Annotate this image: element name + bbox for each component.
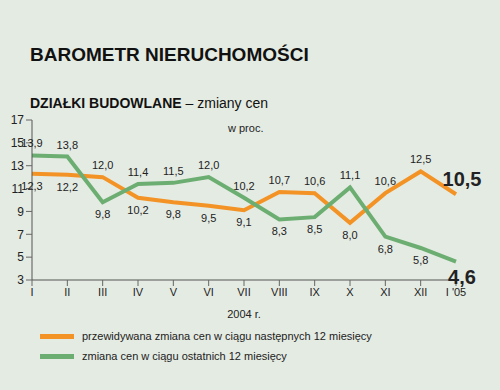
svg-text:7: 7 — [17, 228, 24, 242]
svg-text:8,0: 8,0 — [342, 229, 357, 241]
svg-text:4,6: 4,6 — [448, 266, 476, 288]
svg-text:3: 3 — [17, 273, 24, 287]
svg-text:VII: VII — [237, 286, 250, 298]
svg-text:9,8: 9,8 — [166, 208, 181, 220]
svg-text:I: I — [30, 286, 33, 298]
svg-text:9,5: 9,5 — [201, 212, 216, 224]
svg-text:13,9: 13,9 — [21, 137, 42, 149]
svg-text:9,1: 9,1 — [236, 216, 251, 228]
svg-text:VI: VI — [203, 286, 213, 298]
svg-text:12,0: 12,0 — [92, 159, 113, 171]
svg-text:I '05: I '05 — [445, 285, 467, 298]
svg-text:8,3: 8,3 — [272, 225, 287, 237]
svg-text:12,5: 12,5 — [410, 153, 431, 165]
svg-text:XII: XII — [414, 286, 427, 298]
svg-text:15: 15 — [10, 136, 24, 151]
svg-text:10,2: 10,2 — [127, 204, 148, 216]
svg-text:12,3: 12,3 — [21, 180, 42, 192]
svg-text:10,2: 10,2 — [233, 180, 254, 192]
svg-text:II: II — [64, 286, 70, 298]
svg-text:VIII: VIII — [271, 286, 288, 298]
html-text:DZIAŁKI BUDOWLANE – zmiany cen: DZIAŁKI BUDOWLANE – zmiany cen — [30, 95, 268, 111]
svg-text:10,7: 10,7 — [269, 174, 290, 186]
svg-text:10,6: 10,6 — [304, 175, 325, 187]
svg-text:8,5: 8,5 — [307, 223, 322, 235]
svg-text:IX: IX — [309, 286, 320, 298]
svg-text:III: III — [98, 286, 107, 298]
svg-text:9: 9 — [17, 205, 24, 219]
html-text:zmiana cen w ciągu ostatnich 1: zmiana cen w ciągu ostatnich 12 miesięcy — [82, 350, 287, 362]
html-text:BAROMETR NIERUCHOMOŚCI: BAROMETR NIERUCHOMOŚCI — [30, 44, 309, 65]
svg-text:12,0: 12,0 — [198, 159, 219, 171]
svg-text:11: 11 — [11, 181, 24, 196]
svg-text:6,8: 6,8 — [378, 243, 393, 255]
html-text:przewidywana zmiana cen w ciąg: przewidywana zmiana cen w ciągu następny… — [82, 330, 372, 342]
svg-text:2004 r.: 2004 r. — [227, 308, 261, 320]
svg-text:17: 17 — [11, 113, 25, 127]
svg-text:11,5: 11,5 — [163, 165, 184, 177]
svg-text:IV: IV — [133, 286, 144, 298]
svg-text:V: V — [170, 286, 178, 298]
svg-text:5,8: 5,8 — [413, 254, 428, 266]
svg-text:9,8: 9,8 — [95, 208, 110, 220]
svg-text:11,4: 11,4 — [128, 166, 149, 178]
svg-text:11,1: 11,1 — [340, 169, 361, 181]
svg-text:10,5: 10,5 — [443, 168, 482, 190]
svg-text:13: 13 — [11, 159, 25, 173]
svg-text:XI: XI — [380, 286, 390, 298]
svg-text:5: 5 — [17, 250, 24, 264]
html-text:w proc.: w proc. — [228, 122, 264, 134]
svg-text:10,6: 10,6 — [375, 175, 396, 187]
svg-text:13,8: 13,8 — [57, 139, 78, 151]
svg-text:12,2: 12,2 — [57, 181, 78, 193]
svg-text:X: X — [346, 286, 354, 298]
